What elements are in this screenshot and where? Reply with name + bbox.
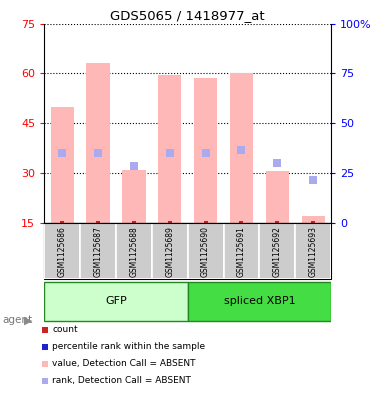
Text: GSM1125691: GSM1125691 [237, 226, 246, 277]
Text: GSM1125692: GSM1125692 [273, 226, 282, 277]
Text: GSM1125687: GSM1125687 [94, 226, 102, 277]
Text: GSM1125686: GSM1125686 [58, 226, 67, 277]
Bar [86, 63, 110, 223]
Text: ▶: ▶ [24, 315, 32, 325]
Text: count: count [52, 325, 78, 334]
FancyBboxPatch shape [295, 223, 331, 279]
Text: rank, Detection Call = ABSENT: rank, Detection Call = ABSENT [52, 376, 191, 386]
Bar [301, 216, 325, 223]
Text: GSM1125689: GSM1125689 [165, 226, 174, 277]
Bar [194, 79, 217, 223]
Text: agent: agent [2, 315, 32, 325]
Bar [266, 171, 289, 223]
FancyBboxPatch shape [44, 282, 188, 321]
FancyBboxPatch shape [259, 223, 295, 279]
FancyBboxPatch shape [188, 282, 331, 321]
FancyBboxPatch shape [116, 223, 152, 279]
FancyBboxPatch shape [44, 223, 80, 279]
Text: spliced XBP1: spliced XBP1 [224, 296, 295, 307]
Text: GSM1125688: GSM1125688 [129, 226, 139, 277]
Text: GSM1125693: GSM1125693 [309, 226, 318, 277]
Bar [230, 73, 253, 223]
Bar [122, 170, 146, 223]
Bar [158, 75, 181, 223]
FancyBboxPatch shape [80, 223, 116, 279]
FancyBboxPatch shape [152, 223, 188, 279]
Text: GFP: GFP [105, 296, 127, 307]
Text: value, Detection Call = ABSENT: value, Detection Call = ABSENT [52, 359, 196, 368]
Bar [50, 107, 74, 223]
Title: GDS5065 / 1418977_at: GDS5065 / 1418977_at [110, 9, 265, 22]
FancyBboxPatch shape [188, 223, 224, 279]
Text: percentile rank within the sample: percentile rank within the sample [52, 342, 205, 351]
Text: GSM1125690: GSM1125690 [201, 226, 210, 277]
FancyBboxPatch shape [224, 223, 259, 279]
